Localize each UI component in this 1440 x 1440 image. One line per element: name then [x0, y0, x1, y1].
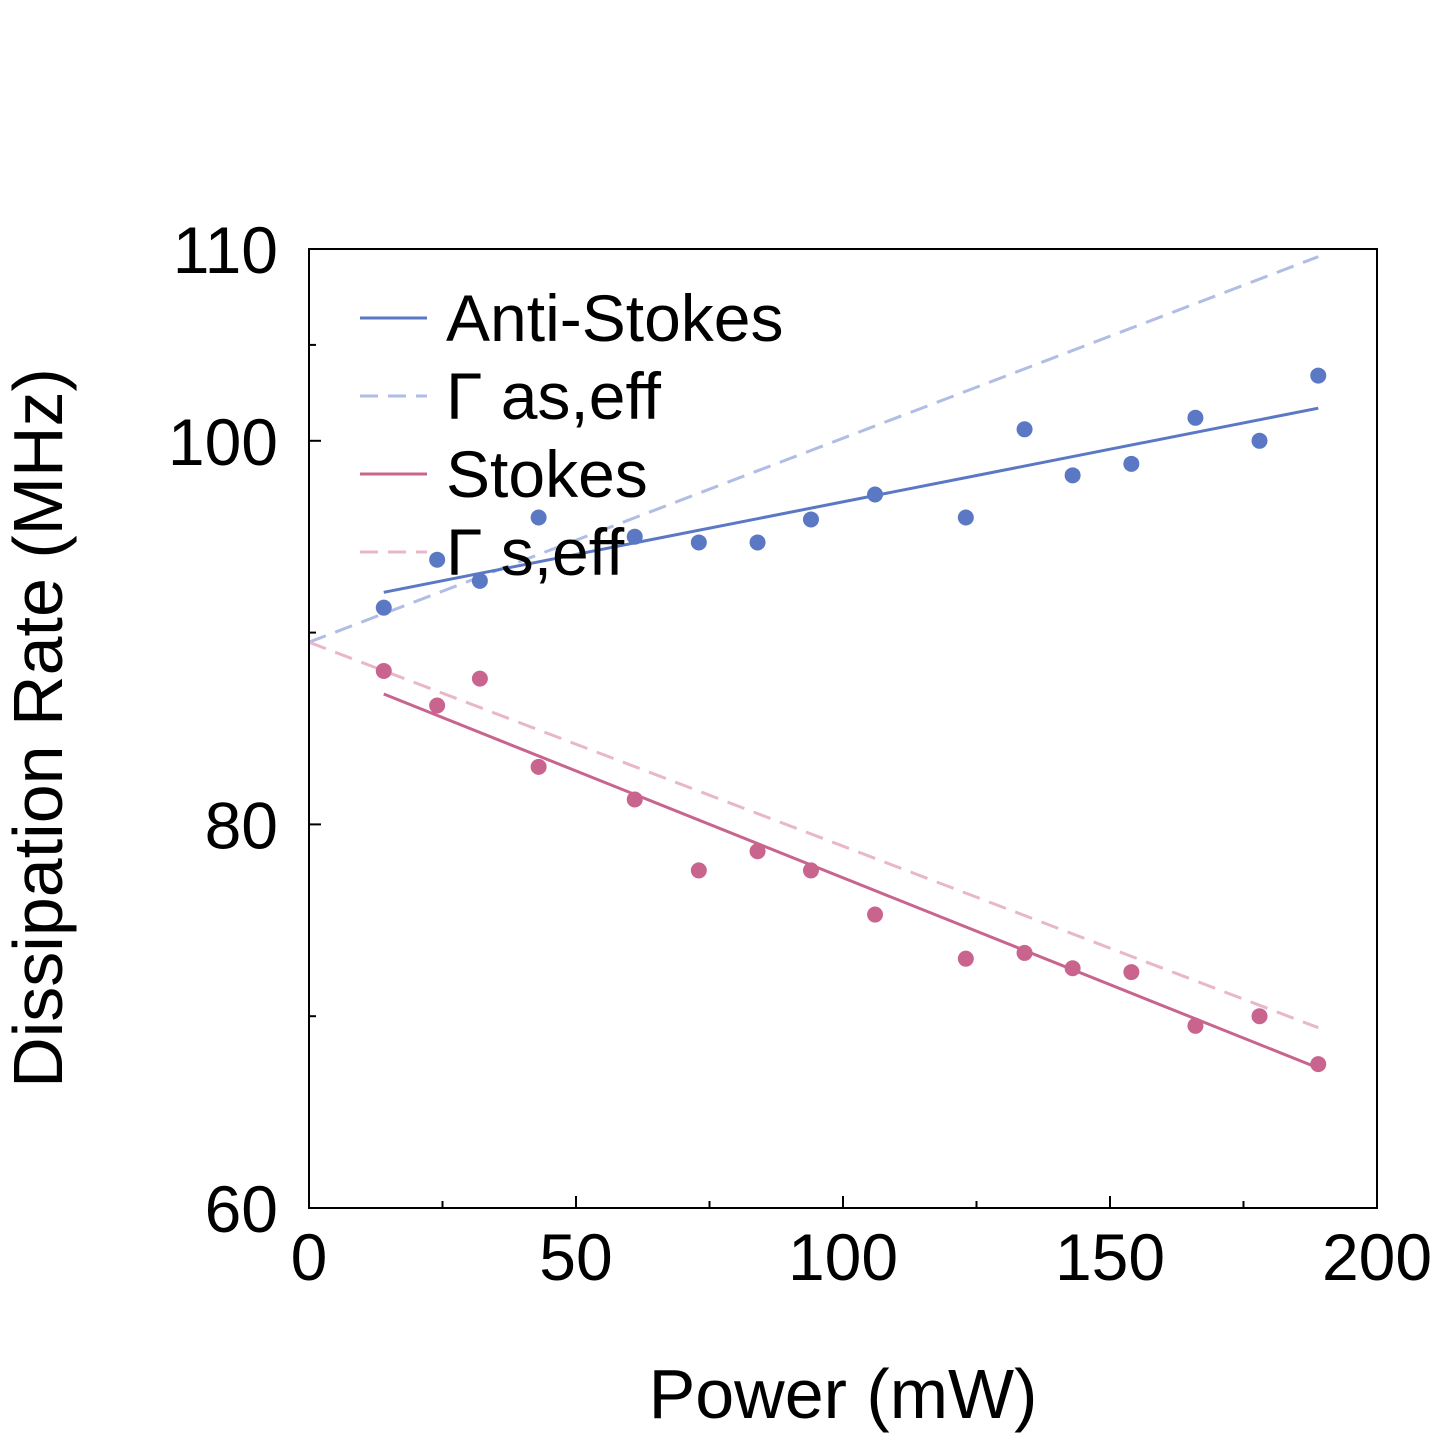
- x-tick-label: 100: [788, 1220, 898, 1294]
- data-point-stokes: [1310, 1056, 1327, 1073]
- plot-area: [308, 255, 1327, 1073]
- data-point-anti-stokes: [867, 486, 884, 503]
- data-point-stokes: [429, 697, 446, 714]
- legend-label: Γ s,eff: [446, 515, 625, 589]
- data-point-stokes: [1251, 1008, 1268, 1025]
- data-point-anti-stokes: [1187, 409, 1204, 426]
- data-point-anti-stokes: [626, 528, 643, 545]
- data-point-stokes: [1123, 964, 1140, 981]
- y-tick-label: 80: [205, 788, 278, 862]
- data-point-anti-stokes: [375, 599, 392, 616]
- y-tick-label: 60: [205, 1172, 278, 1246]
- x-tick-label: 150: [1055, 1220, 1165, 1294]
- data-point-anti-stokes: [1123, 455, 1140, 472]
- data-point-stokes: [530, 758, 547, 775]
- fit-line-stokes: [383, 692, 1319, 1070]
- data-point-anti-stokes: [749, 534, 766, 551]
- x-tick-label: 200: [1322, 1220, 1432, 1294]
- data-point-stokes: [749, 843, 766, 860]
- data-point-anti-stokes: [471, 572, 488, 589]
- data-point-anti-stokes: [1016, 421, 1033, 438]
- data-point-stokes: [802, 862, 819, 879]
- axes: 0 50 100 150 200 60 80 100 110: [168, 213, 1432, 1294]
- x-tick-label: 50: [539, 1220, 612, 1294]
- x-tick-label: 0: [291, 1220, 328, 1294]
- data-point-anti-stokes: [957, 509, 974, 526]
- data-point-stokes: [626, 791, 643, 808]
- data-point-stokes: [471, 670, 488, 687]
- y-axis-label: Dissipation Rate (MHz): [0, 368, 77, 1088]
- data-point-anti-stokes: [530, 509, 547, 526]
- fit-line-anti-stokes: [383, 406, 1319, 594]
- data-point-stokes: [1064, 960, 1081, 977]
- dashed-line-s-eff: [308, 640, 1319, 1030]
- legend-label: Stokes: [446, 437, 648, 511]
- x-axis-label: Power (mW): [649, 1355, 1038, 1433]
- data-point-anti-stokes: [429, 551, 446, 568]
- data-point-stokes: [1187, 1017, 1204, 1034]
- data-point-anti-stokes: [1251, 432, 1268, 449]
- y-tick-label: 100: [168, 405, 278, 479]
- data-point-stokes: [375, 662, 392, 679]
- data-point-stokes: [867, 906, 884, 923]
- data-point-anti-stokes: [802, 511, 819, 528]
- y-tick-label: 110: [173, 213, 278, 287]
- legend-label: Γ as,eff: [446, 359, 662, 433]
- data-point-stokes: [1016, 944, 1033, 961]
- data-point-stokes: [957, 950, 974, 967]
- data-point-anti-stokes: [1064, 467, 1081, 484]
- data-point-anti-stokes: [1310, 367, 1327, 384]
- legend-label: Anti-Stokes: [446, 281, 783, 355]
- data-point-stokes: [690, 862, 707, 879]
- data-point-anti-stokes: [690, 534, 707, 551]
